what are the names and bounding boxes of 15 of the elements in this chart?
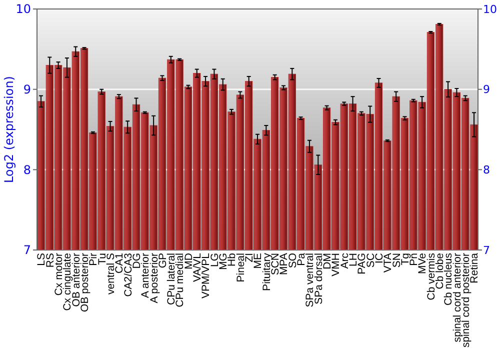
x-tick-label: A posterior — [148, 252, 160, 304]
y2-tick-label: 9 — [483, 83, 490, 96]
y2-tick-label: 8 — [483, 164, 490, 177]
y-axis-title: Log2 (expression) — [2, 76, 16, 183]
y-tick-label: 7 — [23, 243, 31, 258]
y-tick-label: 10 — [16, 2, 31, 16]
y2-tick-label: 7 — [483, 244, 490, 257]
y-tick-label: 8 — [23, 162, 31, 177]
y2-tick-label: 10 — [483, 2, 497, 16]
x-tick-label: IC — [373, 252, 386, 264]
x-tick-label: OB posterior — [78, 252, 91, 312]
y-tick-label: 9 — [23, 82, 31, 97]
x-tick-label: Tg — [399, 252, 412, 266]
x-tick-label: RS — [44, 253, 56, 268]
x-tick-label: DG — [130, 253, 143, 269]
